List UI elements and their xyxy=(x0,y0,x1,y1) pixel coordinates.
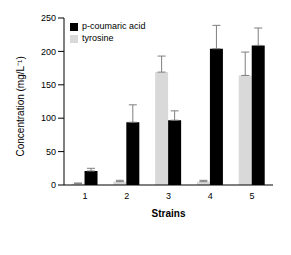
svg-text:2: 2 xyxy=(124,191,129,201)
svg-text:100: 100 xyxy=(41,113,56,123)
html-text:tyrosine: tyrosine xyxy=(82,33,114,43)
svg-text:150: 150 xyxy=(41,80,56,90)
svg-text:Strains: Strains xyxy=(152,208,186,219)
svg-text:5: 5 xyxy=(250,191,255,201)
svg-text:50: 50 xyxy=(46,147,56,157)
svg-text:250: 250 xyxy=(41,13,56,23)
svg-text:200: 200 xyxy=(41,47,56,57)
svg-text:1: 1 xyxy=(82,191,87,201)
svg-text:3: 3 xyxy=(166,191,171,201)
html-text:p-coumaric acid: p-coumaric acid xyxy=(82,21,146,31)
svg-text:0: 0 xyxy=(51,180,56,190)
svg-text:Concentration (mg/L⁻¹): Concentration (mg/L⁻¹) xyxy=(15,56,26,156)
svg-text:4: 4 xyxy=(208,191,213,201)
